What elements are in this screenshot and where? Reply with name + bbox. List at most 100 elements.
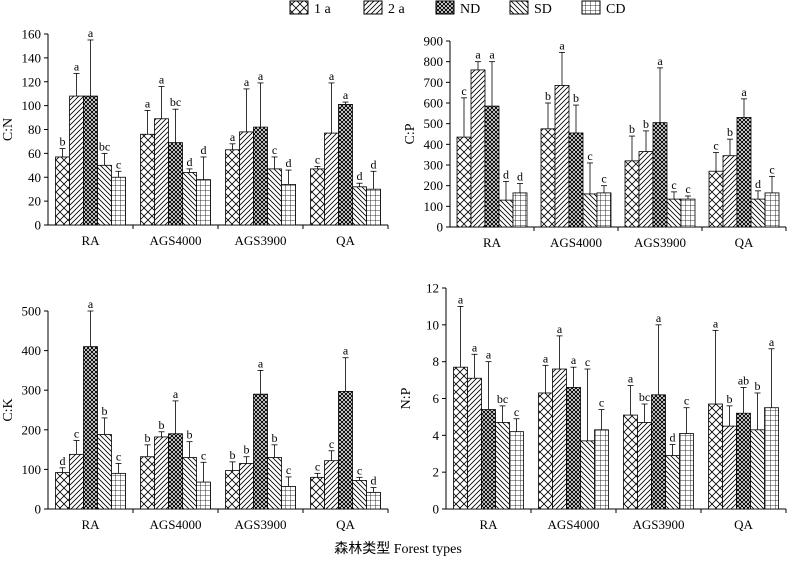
bar: [568, 132, 584, 228]
significance-letter: d: [286, 156, 292, 170]
significance-letter: a: [559, 38, 565, 52]
legend-label: 2 a: [388, 2, 406, 17]
bar: [366, 491, 381, 510]
y-tick-label: 700: [424, 75, 444, 90]
bar: [637, 422, 652, 510]
bar: [470, 69, 486, 228]
bar: [267, 457, 282, 510]
bar: [512, 192, 528, 228]
significance-letter: c: [685, 182, 690, 196]
y-axis-label: N:P: [399, 387, 414, 409]
y-tick-label: 100: [424, 199, 444, 214]
x-tick-label: AGS4000: [149, 233, 201, 248]
bar: [168, 142, 183, 226]
significance-letter: a: [258, 69, 264, 83]
significance-letter: d: [371, 474, 377, 488]
bar: [140, 456, 155, 510]
bar: [324, 132, 339, 226]
x-tick-label: AGS4000: [547, 517, 599, 532]
bar: [239, 463, 254, 510]
y-tick-label: 8: [433, 354, 440, 369]
bar: [538, 392, 553, 510]
significance-letter: bc: [170, 95, 181, 109]
legend-label: ND: [460, 2, 480, 17]
significance-letter: a: [244, 75, 250, 89]
legend-swatch: [509, 0, 529, 15]
significance-letter: b: [727, 392, 733, 406]
significance-letter: a: [343, 88, 349, 102]
bar: [540, 128, 556, 228]
x-axis-title: 森林类型 Forest types: [334, 541, 462, 557]
x-tick-label: AGS3900: [234, 233, 286, 248]
significance-letter: a: [458, 292, 464, 306]
bar: [366, 188, 381, 226]
chart-cn: 020406080100120140160C:NRAbaabccAGS4000a…: [1, 26, 389, 248]
significance-letter: a: [74, 59, 80, 73]
chart-panels: 020406080100120140160C:NRAbaabccAGS4000a…: [1, 26, 787, 532]
bar: [651, 394, 666, 510]
bar: [69, 453, 84, 510]
significance-letter: b: [230, 448, 236, 462]
legend-label: CD: [606, 2, 625, 17]
x-tick-label: RA: [81, 517, 100, 532]
significance-letter: a: [343, 344, 349, 358]
chart-ck: 0100200300400500C:KRAdcabcAGS4000bbabcAG…: [1, 297, 389, 532]
bar: [722, 155, 738, 228]
significance-letter: a: [475, 48, 481, 62]
y-tick-label: 160: [22, 27, 42, 42]
bar: [69, 95, 84, 226]
significance-letter: c: [329, 437, 334, 451]
x-tick-label: RA: [81, 233, 100, 248]
significance-letter: b: [244, 443, 250, 457]
bar: [566, 387, 581, 510]
significance-letter: c: [601, 172, 606, 186]
y-tick-label: 80: [28, 122, 41, 137]
x-tick-label: RA: [479, 517, 498, 532]
bar: [154, 118, 169, 226]
bar: [665, 455, 680, 510]
significance-letter: c: [74, 426, 79, 440]
y-tick-label: 60: [28, 146, 41, 161]
legend-swatch: [363, 0, 383, 15]
y-tick-label: 4: [433, 428, 440, 443]
significance-letter: d: [517, 170, 523, 184]
significance-letter: bc: [497, 392, 508, 406]
significance-letter: a: [230, 130, 236, 144]
bar: [554, 85, 570, 228]
significance-letter: c: [671, 178, 676, 192]
legend: 1 a 2 a ND SD CD: [289, 0, 625, 17]
significance-letter: c: [769, 162, 774, 176]
significance-letter: c: [357, 463, 362, 477]
bar: [596, 192, 612, 228]
x-tick-label: QA: [734, 517, 753, 532]
significance-letter: a: [543, 351, 549, 365]
y-tick-label: 400: [22, 343, 42, 358]
y-tick-label: 0: [433, 502, 440, 517]
bar: [140, 133, 155, 226]
significance-letter: d: [187, 155, 193, 169]
bar: [338, 104, 353, 226]
bar: [182, 457, 197, 510]
legend-label: 1 a: [314, 2, 332, 17]
significance-letter: d: [371, 157, 377, 171]
bar: [624, 160, 640, 228]
bar: [310, 168, 325, 226]
significance-letter: c: [116, 449, 121, 463]
y-tick-label: 12: [426, 281, 439, 296]
significance-letter: d: [670, 431, 676, 445]
bar: [736, 412, 751, 510]
significance-letter: a: [628, 372, 634, 386]
bar: [281, 486, 296, 510]
significance-letter: a: [159, 73, 165, 87]
legend-label: SD: [534, 2, 552, 17]
significance-letter: b: [159, 418, 165, 432]
y-axis-label: C:K: [1, 398, 16, 421]
bar: [338, 390, 353, 510]
significance-letter: a: [88, 297, 94, 311]
y-axis-label: C:P: [403, 123, 418, 144]
significance-letter: c: [116, 157, 121, 171]
y-tick-label: 0: [437, 220, 444, 235]
y-tick-label: 600: [424, 96, 444, 111]
